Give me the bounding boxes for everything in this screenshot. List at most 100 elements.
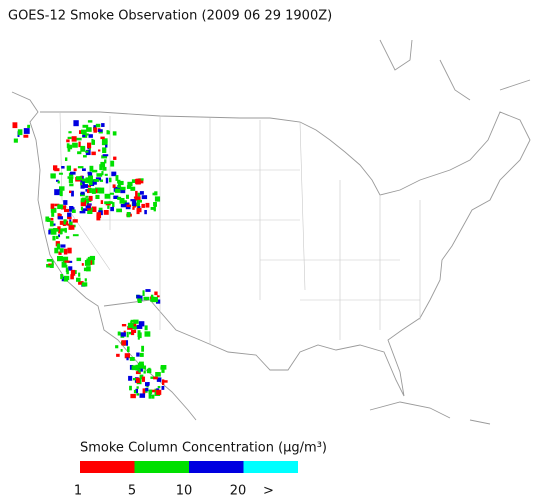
smoke-pixel (99, 179, 104, 182)
smoke-pixel (82, 134, 86, 138)
smoke-pixel (137, 330, 141, 335)
smoke-pixel (95, 177, 102, 181)
smoke-pixel (80, 178, 85, 185)
smoke-pixel (76, 257, 82, 262)
smoke-pixel (57, 226, 61, 230)
smoke-pixel (67, 144, 73, 150)
smoke-pixel (131, 365, 137, 371)
smoke-pixel (137, 336, 140, 340)
smoke-pixel (115, 175, 119, 181)
colorbar-segment (243, 461, 298, 473)
smoke-pixel (108, 201, 113, 204)
smoke-pixel (65, 267, 69, 273)
smoke-pixel (89, 180, 93, 186)
smoke-pixel (54, 203, 60, 207)
smoke-pixel (145, 387, 149, 392)
smoke-pixel (73, 120, 79, 127)
smoke-pixel (78, 141, 81, 148)
smoke-pixel (112, 184, 116, 188)
smoke-pixel (156, 299, 161, 304)
smoke-pixel (116, 353, 120, 357)
smoke-pixel (82, 208, 88, 212)
smoke-pixel (105, 203, 111, 206)
colorbar: 1 5 10 20 > (74, 461, 298, 499)
smoke-pixel (135, 388, 139, 394)
smoke-pixel (79, 211, 86, 214)
smoke-pixel (109, 177, 112, 183)
smoke-pixel (56, 243, 61, 250)
smoke-pixel (88, 195, 93, 201)
smoke-pixel (153, 202, 157, 207)
smoke-pixel (49, 264, 54, 268)
smoke-pixel (148, 393, 152, 399)
smoke-pixel (138, 295, 143, 301)
smoke-pixel (63, 275, 70, 281)
smoke-pixel (103, 210, 109, 215)
smoke-pixel (143, 365, 147, 370)
smoke-pixel (64, 260, 70, 263)
smoke-pixel (66, 139, 70, 143)
smoke-pixel (13, 138, 18, 143)
smoke-pixel (77, 151, 82, 155)
smoke-pixel (105, 177, 109, 184)
smoke-pixel (131, 330, 135, 336)
smoke-pixel (50, 217, 54, 221)
smoke-pixel (69, 190, 72, 194)
smoke-pixel (95, 194, 100, 200)
smoke-pixel (154, 196, 161, 202)
smoke-pixel (23, 128, 30, 134)
smoke-pixel (56, 179, 59, 182)
smoke-pixel (96, 173, 103, 177)
smoke-pixel (64, 220, 69, 226)
smoke-pixel (70, 269, 76, 276)
smoke-pixel (67, 176, 74, 179)
smoke-pixel (54, 168, 60, 172)
smoke-pixel (91, 138, 94, 145)
smoke-pixel (63, 219, 67, 222)
smoke-pixel (151, 394, 155, 399)
smoke-pixel (89, 255, 96, 261)
smoke-pixel (91, 151, 96, 156)
smoke-pixel (46, 264, 51, 268)
smoke-pixel (136, 208, 142, 213)
smoke-pixel (152, 192, 157, 196)
smoke-pixel (78, 272, 81, 277)
smoke-pixel (64, 209, 69, 213)
smoke-pixel (61, 261, 67, 268)
smoke-pixel (64, 264, 68, 268)
smoke-pixel (57, 204, 63, 210)
smoke-pixel (133, 323, 137, 327)
smoke-pixel (126, 194, 129, 199)
smoke-pixel (93, 125, 97, 130)
smoke-pixel (80, 182, 83, 186)
smoke-pixel (117, 331, 121, 336)
smoke-pixel (68, 131, 72, 134)
smoke-pixel (121, 340, 127, 346)
smoke-pixel (52, 209, 55, 212)
smoke-pixel (104, 201, 110, 205)
smoke-pixel (95, 123, 101, 128)
smoke-pixel (48, 230, 51, 235)
smoke-pixel (68, 225, 75, 230)
canada-coast (379, 39, 531, 101)
smoke-pixel (137, 202, 141, 206)
smoke-pixel (117, 180, 120, 184)
smoke-pixel (124, 353, 130, 359)
smoke-pixel (160, 366, 165, 370)
smoke-pixel (157, 386, 161, 389)
title: GOES-12 Smoke Observation (2009 06 29 19… (8, 9, 332, 24)
smoke-pixel (141, 345, 145, 352)
smoke-pixel (132, 200, 137, 207)
smoke-pixel (67, 260, 73, 263)
smoke-pixel (104, 173, 108, 176)
smoke-pixel (100, 200, 104, 204)
smoke-pixel (145, 382, 149, 387)
smoke-pixel (54, 189, 60, 196)
smoke-pixel (80, 198, 85, 203)
smoke-pixel (111, 171, 117, 177)
smoke-pixel (61, 166, 65, 169)
smoke-pixel (71, 136, 77, 142)
smoke-pixel (81, 263, 84, 266)
florida-keys-cuba (369, 401, 491, 425)
